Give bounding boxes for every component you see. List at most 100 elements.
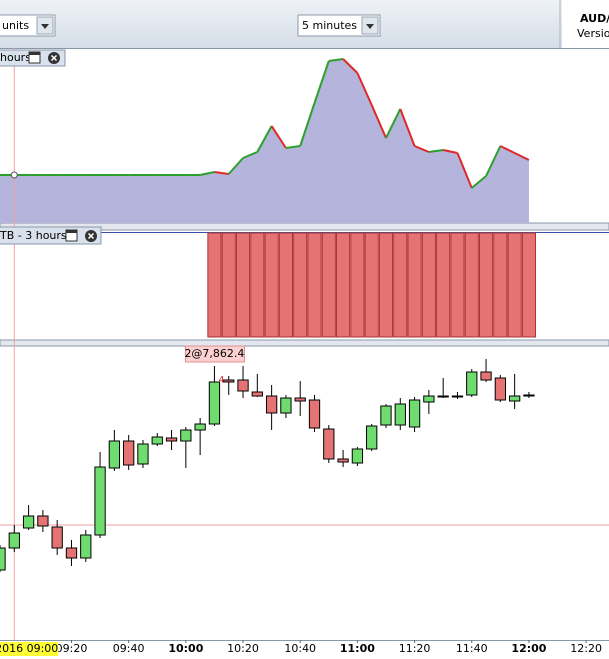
x-tick-label: 09:40 xyxy=(113,642,145,655)
line-segment xyxy=(328,58,344,62)
line-segment xyxy=(313,60,330,104)
bar xyxy=(521,232,537,338)
candle-body xyxy=(80,534,92,559)
candle-body xyxy=(37,515,49,527)
line-segment xyxy=(214,171,229,175)
instrument-name: AUD/J xyxy=(580,12,609,25)
line-segment xyxy=(370,104,387,139)
dropdown-arrow xyxy=(41,24,49,29)
candle-body xyxy=(480,371,492,381)
version-text: Versio xyxy=(577,27,609,40)
candle-body xyxy=(351,448,364,464)
bar xyxy=(293,232,308,338)
panel-label: TB - 3 hours xyxy=(0,229,67,242)
line-segment xyxy=(385,108,402,139)
line-segment xyxy=(442,149,458,154)
line-segment xyxy=(456,152,473,189)
window-icon-bar xyxy=(66,230,77,233)
bar xyxy=(450,232,465,338)
line-segment xyxy=(356,72,373,106)
line-segment xyxy=(256,125,273,153)
crosshair-label-box xyxy=(0,642,59,656)
x-tick-label: 09:20 xyxy=(56,642,88,655)
instrument-box xyxy=(562,0,609,48)
candle-body xyxy=(394,403,406,426)
candle-body xyxy=(423,395,435,403)
time-axis xyxy=(0,640,609,659)
x-tick-label: 11:20 xyxy=(399,642,431,655)
bar xyxy=(378,232,394,338)
plots: 2@7,862.4 4 09:20 09:40 10:00 10:20 10:40 11:00… xyxy=(0,48,609,656)
line-segment xyxy=(414,145,430,153)
x-tick-label: 10:40 xyxy=(284,642,316,655)
close-icon-x xyxy=(87,232,95,240)
bar xyxy=(464,232,479,338)
candle-body xyxy=(108,440,121,469)
x-tick-label: 12:20 xyxy=(570,642,602,655)
dropdown-box[interactable] xyxy=(297,14,381,37)
bar xyxy=(221,232,236,338)
panel-tab: hours xyxy=(0,49,66,67)
line-segment xyxy=(242,151,258,159)
x-tick-label: 12:00 xyxy=(511,642,546,655)
bar xyxy=(407,232,422,338)
order-label: 2@7,862.4 xyxy=(184,347,244,360)
line-segment xyxy=(299,102,316,147)
candle-body xyxy=(0,547,6,571)
x-tick-label: 11:40 xyxy=(456,642,488,655)
candle-body xyxy=(408,399,421,428)
line-segment xyxy=(471,175,487,189)
panel-label: hours xyxy=(0,51,31,64)
bar xyxy=(364,232,379,338)
line-segment xyxy=(399,108,416,147)
bar xyxy=(307,232,322,338)
bar xyxy=(350,232,365,338)
bar xyxy=(235,232,251,338)
candle-body xyxy=(523,394,535,397)
units-dropdown[interactable]: units xyxy=(0,14,56,37)
dropdown-arrow xyxy=(366,24,374,29)
x-tick-label: 11:00 xyxy=(340,642,375,655)
interval-dropdown[interactable]: 5 minutes xyxy=(297,14,381,37)
candle-body xyxy=(337,458,349,463)
line-segment xyxy=(270,125,287,149)
bar xyxy=(393,232,408,338)
window-icon-bar xyxy=(29,52,40,55)
candle-body xyxy=(8,532,20,549)
line-segment xyxy=(199,171,215,176)
line-segment xyxy=(342,58,359,74)
bar xyxy=(278,232,293,338)
line-segment xyxy=(514,152,530,161)
candle-body xyxy=(380,405,392,426)
crosshair-dot xyxy=(10,171,18,179)
candle-body xyxy=(165,437,178,442)
candle-body xyxy=(94,466,106,536)
close-icon-x xyxy=(50,54,58,62)
x-tick-label: 10:20 xyxy=(227,642,259,655)
candle-body xyxy=(180,429,192,442)
candle-body xyxy=(123,440,135,466)
crosshair-label: -2016 09:00 xyxy=(0,642,58,655)
candle-body xyxy=(151,436,163,445)
candle-body xyxy=(294,397,306,402)
line-segment xyxy=(499,145,516,154)
bar xyxy=(264,232,279,338)
bar xyxy=(436,232,451,338)
dropdown-text: units xyxy=(2,19,29,32)
candle-body xyxy=(22,515,35,529)
candle-body xyxy=(251,391,263,397)
candle-body xyxy=(451,395,464,398)
bar xyxy=(250,232,265,338)
candle-body xyxy=(509,395,521,402)
candle-body xyxy=(280,397,292,414)
candle-body xyxy=(323,428,335,460)
candle-body xyxy=(65,547,78,559)
line-segment xyxy=(428,149,444,153)
line-segment xyxy=(227,157,244,175)
bar xyxy=(421,232,436,338)
dropdown-text: 5 minutes xyxy=(302,19,357,32)
candle-body xyxy=(366,425,378,450)
candle-body xyxy=(51,526,63,549)
bar xyxy=(478,232,494,338)
